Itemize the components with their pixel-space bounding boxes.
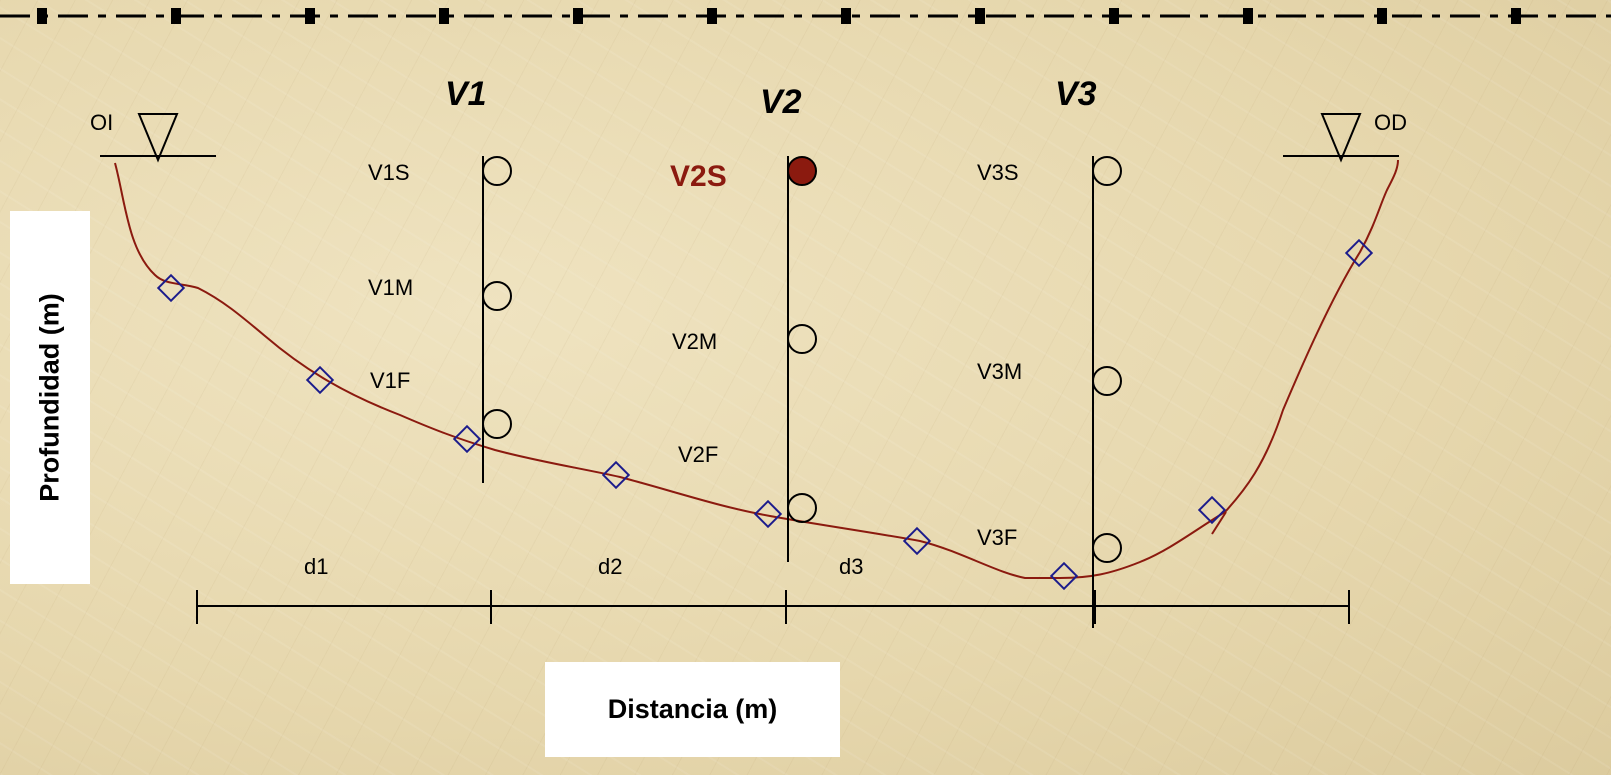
rope-marker xyxy=(1377,8,1387,24)
velocity-point-middle xyxy=(787,324,817,354)
velocity-point-surface xyxy=(1092,156,1122,186)
velocity-point-surface xyxy=(482,156,512,186)
left-bank-water-level: OI xyxy=(90,110,216,163)
point-label: V3M xyxy=(977,359,1022,384)
riverbed-profile xyxy=(114,159,1399,579)
rope-marker xyxy=(305,8,315,24)
survey-diamond xyxy=(452,424,482,454)
rope-marker xyxy=(171,8,181,24)
survey-diamond xyxy=(902,526,932,556)
water-level-icon xyxy=(1320,113,1362,163)
point-label: V2F xyxy=(678,442,718,467)
point-label-highlighted: V2S xyxy=(670,160,727,193)
right-bank-label: OD xyxy=(1374,110,1407,135)
survey-markers xyxy=(156,238,1374,591)
point-label: V1F xyxy=(370,368,410,393)
left-bank-label: OI xyxy=(90,110,113,135)
rope-marker xyxy=(1243,8,1253,24)
distance-label-d3: d3 xyxy=(839,554,863,579)
distance-dimension xyxy=(196,590,1350,624)
rope-marker xyxy=(975,8,985,24)
velocity-point-bottom xyxy=(482,409,512,439)
y-axis-label: Profundidad (m) xyxy=(34,293,65,502)
velocity-point-bottom xyxy=(787,493,817,523)
rope-marker xyxy=(37,8,47,24)
water-level-icon xyxy=(137,113,179,163)
distance-label-d2: d2 xyxy=(598,554,622,579)
survey-diamond xyxy=(753,499,783,529)
point-label: V1S xyxy=(368,160,410,185)
rope-marker xyxy=(1511,8,1521,24)
rope-marker xyxy=(841,8,851,24)
vertical-title: V1 xyxy=(445,75,487,113)
rope-marker xyxy=(1109,8,1119,24)
velocity-point-middle xyxy=(1092,366,1122,396)
point-label: V2M xyxy=(672,329,717,354)
velocity-point-bottom xyxy=(1092,533,1122,563)
velocity-point-surface-selected xyxy=(787,156,817,186)
survey-diamond xyxy=(156,273,186,303)
top-rope xyxy=(0,8,1611,24)
velocity-point-middle xyxy=(482,281,512,311)
survey-diamond xyxy=(1344,238,1374,268)
y-axis-label-box: Profundidad (m) xyxy=(10,211,90,584)
rope-marker xyxy=(573,8,583,24)
vertical-title: V3 xyxy=(1055,75,1097,113)
x-axis-label: Distancia (m) xyxy=(607,694,778,724)
survey-diamond xyxy=(601,460,631,490)
survey-diamond xyxy=(1049,561,1079,591)
right-bank-water-level: OD xyxy=(1283,110,1407,163)
survey-diamond xyxy=(1197,495,1227,525)
survey-diamond xyxy=(305,365,335,395)
vertical-v1: V1 V1S V1M V1F xyxy=(368,75,512,483)
point-label: V1M xyxy=(368,275,413,300)
rope-marker xyxy=(439,8,449,24)
point-label: V3S xyxy=(977,160,1019,185)
vertical-title: V2 xyxy=(760,83,802,121)
x-axis-label-box: Distancia (m) xyxy=(545,662,840,757)
rope-marker xyxy=(707,8,717,24)
riverbed-profile-segment xyxy=(1211,511,1227,535)
distance-label-d1: d1 xyxy=(304,554,328,579)
vertical-v3: V3 V3S V3M V3F xyxy=(977,75,1122,628)
point-label: V3F xyxy=(977,525,1017,550)
vertical-v2: V2 V2S V2M V2F xyxy=(670,83,817,562)
